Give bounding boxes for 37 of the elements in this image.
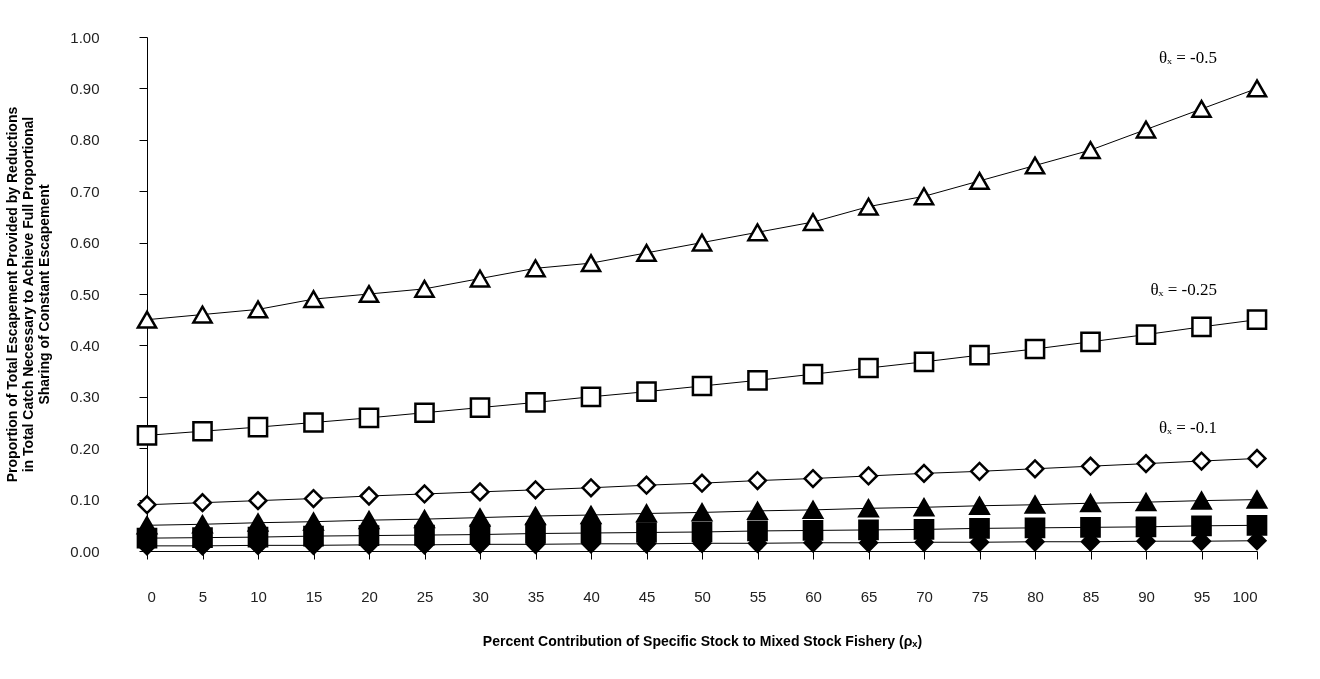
x-tick-label: 100 <box>1232 587 1258 605</box>
y-tick-label: 0.00 <box>70 542 100 560</box>
y-tick-label: 0.90 <box>70 79 100 97</box>
x-tick-label: 60 <box>805 587 822 605</box>
x-tick-label: 65 <box>860 587 878 605</box>
y-tick-label: 0.80 <box>70 131 100 149</box>
y-tick-label: 0.50 <box>70 285 100 303</box>
x-tick-label: 90 <box>1138 587 1155 605</box>
x-tick-label: 25 <box>416 587 434 605</box>
x-tick-label: 70 <box>916 587 933 605</box>
y-tick-label: 0.30 <box>70 388 100 406</box>
x-axis-title: Percent Contribution of Specific Stock to Mixed Stock Fishery (ρₓ) <box>482 632 923 649</box>
x-tick-label: 10 <box>250 587 267 605</box>
series-label: θₓ = -0.25 <box>1150 279 1217 299</box>
x-tick-label: 20 <box>361 587 378 605</box>
y-axis-title: Proportion of Total Escapement Provided by Reductions in Total Catch Necessary to Achieve Full Proportional Sharing of Constant Escapement <box>4 106 53 483</box>
series-label: θₓ = -0.5 <box>1158 48 1217 68</box>
x-tick-label: 40 <box>583 587 600 605</box>
x-tick-label: 50 <box>694 587 711 605</box>
x-tick-label: 95 <box>1193 587 1211 605</box>
x-tick-label: 45 <box>638 587 656 605</box>
series-label: θₓ = -0.1 <box>1158 418 1217 438</box>
y-tick-label: 0.40 <box>70 336 100 354</box>
x-tick-label: 5 <box>198 587 208 605</box>
x-tick-label: 55 <box>749 587 767 605</box>
x-tick-label: 35 <box>527 587 545 605</box>
x-tick-label: 30 <box>472 587 489 605</box>
y-tick-label: 0.20 <box>70 439 100 457</box>
x-tick-label: 0 <box>147 587 156 605</box>
x-tick-label: 15 <box>305 587 323 605</box>
y-tick-label: 0.70 <box>70 182 100 200</box>
x-tick-label: 75 <box>971 587 989 605</box>
y-tick-label: 0.10 <box>70 491 100 509</box>
x-tick-label: 80 <box>1027 587 1044 605</box>
y-tick-label: 1.00 <box>70 28 100 46</box>
x-tick-label: 85 <box>1082 587 1100 605</box>
y-tick-label: 0.60 <box>70 234 100 252</box>
